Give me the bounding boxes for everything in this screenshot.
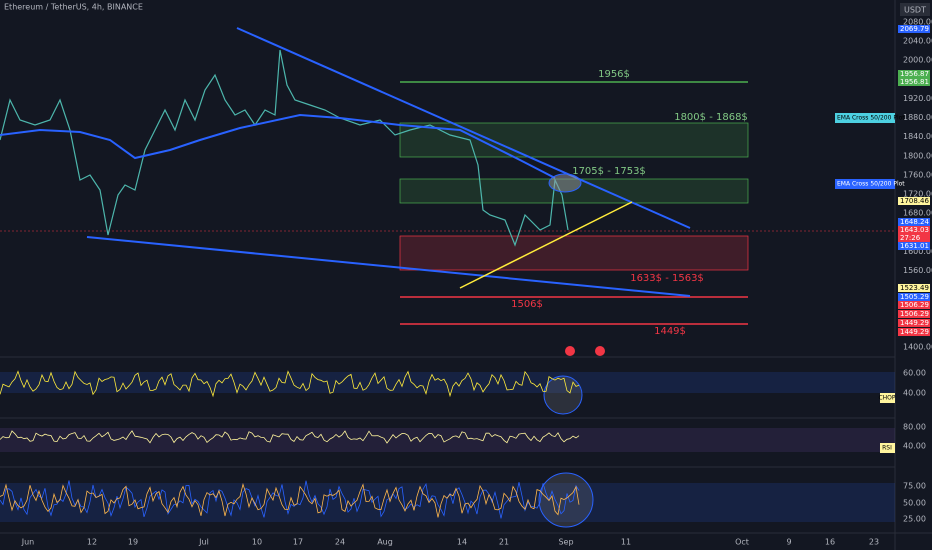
annotation: 1506$ bbox=[511, 299, 543, 310]
price-line bbox=[0, 49, 569, 247]
indicator-label-box bbox=[835, 179, 895, 189]
panel-tick: 40.00 bbox=[903, 442, 926, 451]
indicator-label: EMA Cross 50/200 Plot bbox=[837, 115, 905, 122]
currency: USDT bbox=[904, 6, 926, 15]
panel-tick: 75.00 bbox=[903, 482, 926, 491]
oscillator bbox=[0, 370, 580, 398]
price-tick: 1800.00 bbox=[903, 151, 932, 160]
event-icon bbox=[595, 346, 605, 356]
price-label: 1643.03 bbox=[900, 226, 929, 234]
price-tick: 1720.00 bbox=[903, 190, 932, 199]
annotation: 1800$ - 1868$ bbox=[674, 112, 748, 123]
annotation: 1705$ - 1753$ bbox=[572, 166, 646, 177]
price-label: 1523.49 bbox=[900, 284, 929, 292]
price-label-box bbox=[898, 328, 930, 336]
time-tick: 17 bbox=[293, 538, 303, 547]
price-label: 1631.01 bbox=[900, 242, 929, 250]
currency-box bbox=[900, 3, 930, 16]
event-icon bbox=[565, 346, 575, 356]
time-tick: 19 bbox=[128, 538, 138, 547]
time-tick: 24 bbox=[335, 538, 345, 547]
price-label-box bbox=[898, 234, 930, 242]
price-label: 1956.81 bbox=[900, 78, 929, 86]
price-label: 2069.79 bbox=[900, 25, 929, 33]
price-tick: 1920.00 bbox=[903, 94, 932, 103]
time-tick: Jul bbox=[198, 538, 209, 547]
price-label: 1648.24 bbox=[900, 218, 929, 226]
price-label-box bbox=[898, 197, 930, 205]
price-tick: 1560.00 bbox=[903, 266, 932, 275]
indicator-label-box bbox=[835, 113, 895, 123]
ema-line bbox=[0, 113, 556, 179]
price-label: 1449.29 bbox=[900, 328, 929, 336]
panel-name-box bbox=[880, 443, 895, 453]
highlight bbox=[548, 173, 582, 193]
panel-tick: 80.00 bbox=[903, 423, 926, 432]
panel-name: CHOP bbox=[878, 395, 895, 402]
time-tick: 23 bbox=[869, 538, 879, 547]
zone bbox=[399, 235, 749, 271]
price-label-box bbox=[898, 310, 930, 318]
annotation: 1633$ - 1563$ bbox=[630, 273, 704, 284]
price-label-box bbox=[898, 70, 930, 78]
time-tick: Jun bbox=[21, 538, 35, 547]
annotation: 1956$ bbox=[598, 69, 630, 80]
price-label: 1505.29 bbox=[900, 293, 929, 301]
band bbox=[0, 372, 895, 393]
time-tick: Oct bbox=[735, 538, 749, 547]
price-label: 1506.29 bbox=[900, 301, 929, 309]
price-tick: 2000.00 bbox=[903, 56, 932, 65]
price-label: 1506.29 bbox=[900, 310, 929, 318]
price-label-box bbox=[898, 284, 930, 292]
price-label-box bbox=[898, 78, 930, 86]
annotation: 1449$ bbox=[654, 326, 686, 337]
panel-tick: 40.00 bbox=[903, 389, 926, 398]
price-tick: 1400.00 bbox=[903, 343, 932, 352]
price-tick: 2040.00 bbox=[903, 37, 932, 46]
price-label-box bbox=[898, 25, 930, 33]
indicator-label: EMA Cross 50/200 Plot bbox=[837, 181, 905, 188]
price-label: 27:26 bbox=[900, 234, 921, 242]
price-label-box bbox=[898, 319, 930, 327]
time-tick: 9 bbox=[786, 538, 791, 547]
highlight bbox=[543, 375, 583, 415]
time-tick: Sep bbox=[558, 538, 573, 547]
zone bbox=[399, 122, 749, 158]
time-tick: 16 bbox=[825, 538, 835, 547]
panel-name-box bbox=[880, 393, 895, 403]
price-label: 1449.29 bbox=[900, 319, 929, 327]
time-tick: 11 bbox=[621, 538, 631, 547]
price-tick: 1880.00 bbox=[903, 113, 932, 122]
price-tick: 1600.00 bbox=[903, 247, 932, 256]
trend-line bbox=[236, 27, 691, 229]
time-tick: Aug bbox=[377, 538, 393, 547]
time-tick: 14 bbox=[457, 538, 467, 547]
trend-line bbox=[86, 236, 691, 297]
oscillator bbox=[0, 482, 580, 518]
price-label-box bbox=[898, 301, 930, 309]
price-label: 1708.46 bbox=[900, 197, 929, 205]
time-tick: 21 bbox=[499, 538, 509, 547]
price-label-box bbox=[898, 293, 930, 301]
title: Ethereum / TetherUS, 4h, BINANCE bbox=[4, 3, 143, 12]
panel-tick: 60.00 bbox=[903, 369, 926, 378]
price-label-box bbox=[898, 226, 930, 234]
panel-name: RSI bbox=[882, 445, 892, 452]
price-label: 1956.87 bbox=[900, 70, 929, 78]
panel-tick: 25.00 bbox=[903, 515, 926, 524]
price-tick: 1760.00 bbox=[903, 170, 932, 179]
price-tick: 2080.00 bbox=[903, 18, 932, 27]
panel-tick: 50.00 bbox=[903, 499, 926, 508]
price-label-box bbox=[898, 242, 930, 250]
price-label-box bbox=[898, 218, 930, 226]
price-tick: 1840.00 bbox=[903, 132, 932, 141]
time-tick: 12 bbox=[87, 538, 97, 547]
oscillator bbox=[0, 430, 580, 444]
support-line bbox=[459, 201, 633, 289]
price-tick: 1680.00 bbox=[903, 209, 932, 218]
time-tick: 10 bbox=[252, 538, 262, 547]
